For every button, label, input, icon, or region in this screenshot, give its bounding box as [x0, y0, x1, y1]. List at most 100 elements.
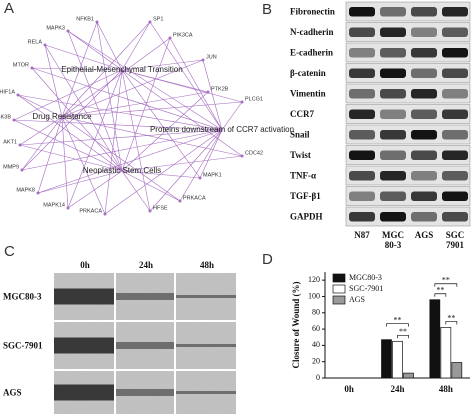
x-tick-label: 24h — [390, 384, 404, 394]
network-edge — [61, 116, 181, 202]
network-node — [16, 93, 20, 97]
network-edge — [37, 129, 223, 194]
blot-band — [442, 7, 468, 17]
row-label: MGC80-3 — [3, 292, 42, 302]
x-tick-label: 48h — [439, 384, 453, 394]
cell-line-part: MGC — [382, 230, 404, 240]
blot-strip — [345, 124, 471, 145]
significance-label: ** — [442, 276, 450, 285]
legend-swatch — [332, 273, 346, 283]
blot-band — [411, 150, 437, 160]
hub-label: Drug Resistance — [32, 112, 92, 121]
y-tick-label: 120 — [308, 275, 320, 284]
row-label: SGC-7901 — [3, 341, 43, 351]
blot-band — [411, 109, 437, 119]
network-edge — [121, 170, 181, 202]
wound-gap — [176, 344, 236, 347]
blot-strip — [345, 1, 471, 22]
blot-band — [349, 109, 375, 119]
row-label: AGS — [3, 388, 22, 398]
bar — [440, 327, 452, 379]
blot-band — [380, 68, 406, 78]
protein-label: GAPDH — [290, 211, 323, 221]
network-edge — [221, 101, 243, 131]
node-label: PLCG1 — [245, 96, 263, 102]
cell-line-label: MGC 80-3 — [382, 230, 404, 250]
blot-band — [349, 48, 375, 58]
significance-bracket — [397, 334, 409, 339]
significance-label: ** — [394, 316, 402, 325]
network-edge — [169, 37, 223, 131]
network-edge — [121, 170, 201, 179]
cell-line-part: N87 — [354, 230, 370, 240]
wound-gap — [116, 293, 174, 300]
blot-band — [411, 27, 437, 37]
blot-band — [349, 7, 375, 17]
network-edge — [44, 44, 123, 71]
cell-line-part: AGS — [415, 230, 434, 240]
bar — [392, 340, 403, 379]
blot-band — [349, 68, 375, 78]
network-node — [206, 90, 210, 94]
network-edge — [37, 170, 123, 194]
network-node — [66, 206, 70, 210]
node-label: PTK2B — [211, 86, 229, 92]
y-tick-label: 0 — [316, 373, 320, 382]
blot-strip — [345, 186, 471, 206]
network-edge — [121, 69, 151, 212]
network-edge — [121, 69, 243, 157]
network-node — [148, 20, 152, 24]
network-node — [66, 29, 70, 33]
network-node — [95, 20, 99, 24]
network-edge — [67, 170, 123, 209]
cell-line-part: 80-3 — [385, 240, 402, 250]
blot-strip — [345, 83, 471, 104]
network-node — [30, 66, 34, 70]
network-edge — [96, 21, 123, 172]
node-label: PRKACA — [183, 195, 206, 201]
network-edge — [61, 91, 209, 118]
node-label: CDC42 — [245, 150, 263, 156]
y-tick-label: 60 — [312, 324, 320, 333]
wound-gap — [116, 342, 174, 349]
network-edge — [31, 67, 123, 71]
network-edge — [96, 21, 123, 71]
time-label: 0h — [80, 260, 90, 270]
network-edge — [37, 116, 63, 194]
node-label: HFSE — [153, 205, 168, 211]
network-edge — [104, 69, 123, 215]
time-label: 24h — [139, 260, 153, 270]
protein-label: Snail — [290, 129, 310, 139]
protein-label: CCR7 — [290, 109, 314, 119]
network-edge — [121, 37, 171, 172]
significance-bracket — [445, 321, 458, 325]
protein-label: E-cadherin — [290, 47, 333, 57]
network-edge — [149, 129, 223, 212]
blot-band — [411, 212, 437, 222]
network-edge — [61, 116, 106, 215]
network-node — [148, 209, 152, 213]
cell-line-part: 7901 — [446, 240, 465, 250]
network-node — [43, 43, 47, 47]
node-label: MAPK14 — [43, 202, 65, 208]
blot-strip — [345, 63, 471, 83]
network-edge — [21, 116, 63, 171]
blot-band — [380, 89, 406, 99]
hub-label: Proteins downstream of CCR7 activation — [150, 125, 294, 134]
blot-band — [442, 171, 468, 181]
panel-label: C — [4, 243, 15, 260]
blot-band — [411, 130, 437, 140]
bar — [429, 299, 441, 379]
panel-label: A — [4, 0, 14, 17]
wound-gap — [54, 337, 114, 354]
protein-label: TGF-β1 — [290, 191, 321, 201]
node-label: MAPK3 — [46, 25, 65, 31]
node-label: NFKB1 — [76, 16, 94, 22]
y-axis-label: Closure of Wound (%) — [291, 282, 301, 369]
hub-label: Neoplastic Stem Cells — [83, 166, 161, 175]
blot-band — [442, 130, 468, 140]
blot-band — [380, 109, 406, 119]
node-label: MMP9 — [3, 164, 19, 170]
significance-bracket — [386, 323, 409, 327]
